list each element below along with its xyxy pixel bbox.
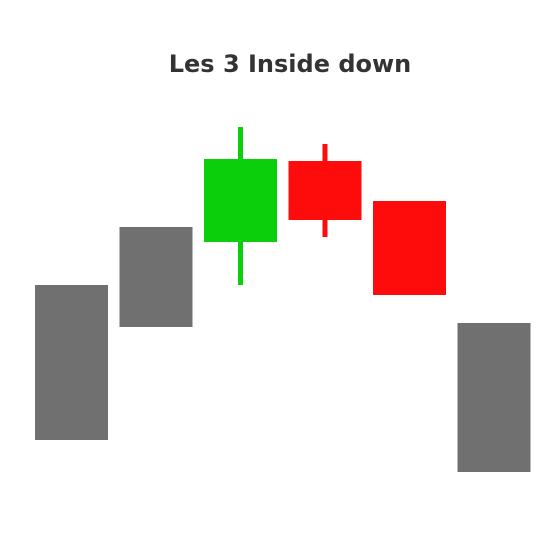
candle-2 <box>119 227 193 327</box>
candle-1 <box>35 285 108 440</box>
candle-4-body <box>288 161 362 220</box>
candle-5 <box>373 201 446 295</box>
candle-1-body <box>35 285 108 440</box>
candle-6-body <box>457 323 531 472</box>
chart-title: Les 3 Inside down <box>168 50 412 78</box>
candle-5-body <box>373 201 446 295</box>
candle-4 <box>288 144 362 237</box>
candle-2-body <box>119 227 193 327</box>
candle-3 <box>204 127 277 285</box>
candle-6 <box>457 323 531 472</box>
candle-3-body <box>204 159 277 242</box>
